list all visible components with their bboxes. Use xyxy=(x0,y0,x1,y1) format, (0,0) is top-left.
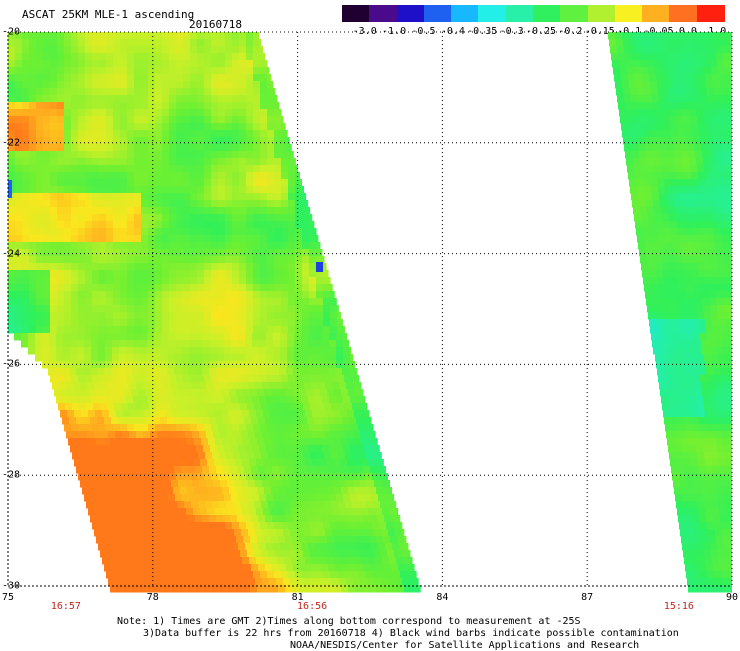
longitude-label: 84 xyxy=(436,592,448,603)
pass-time-label: 16:56 xyxy=(297,601,327,612)
note-line-2: 3)Data buffer is 22 hrs from 20160718 4)… xyxy=(143,628,679,639)
longitude-label: 87 xyxy=(581,592,593,603)
latitude-label: -30 xyxy=(2,581,20,592)
low-value-pixel xyxy=(8,180,12,198)
longitude-label: 75 xyxy=(2,592,14,603)
low-value-pixel xyxy=(316,262,323,272)
latitude-label: -24 xyxy=(2,248,20,259)
note-line-1: Note: 1) Times are GMT 2)Times along bot… xyxy=(117,616,581,627)
latitude-label: -28 xyxy=(2,470,20,481)
pass-time-label: 15:16 xyxy=(664,601,694,612)
pass-time-label: 16:57 xyxy=(51,601,81,612)
latitude-label: -20 xyxy=(2,27,20,38)
western-swath xyxy=(8,32,421,593)
longitude-label: 78 xyxy=(147,592,159,603)
latitude-label: -26 xyxy=(2,359,20,370)
latitude-label: -22 xyxy=(2,137,20,148)
eastern-swath xyxy=(608,32,732,593)
longitude-label: 90 xyxy=(726,592,738,603)
note-line-3: NOAA/NESDIS/Center for Satellite Applica… xyxy=(290,640,639,651)
